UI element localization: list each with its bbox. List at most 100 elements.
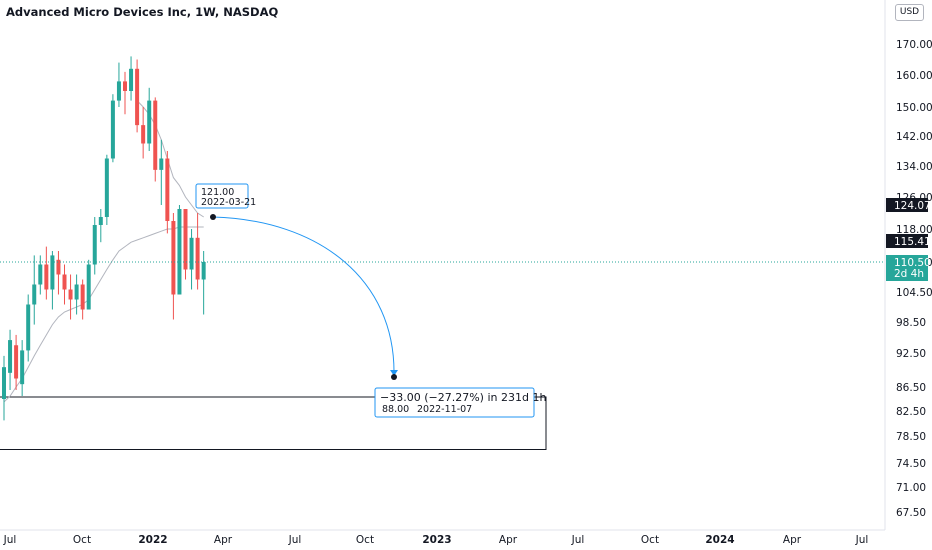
price-tag: 124.07 — [886, 198, 931, 212]
ma-long-line — [3, 226, 204, 403]
candle — [123, 71, 127, 115]
rectangle-shape — [0, 396, 547, 450]
candle — [153, 97, 158, 182]
time-tick-label: Apr — [783, 534, 802, 546]
start-date-text: 2022-03-21 — [201, 197, 256, 208]
candle-body — [92, 225, 97, 265]
last-price-tag-countdown: 2d 4h — [894, 268, 924, 280]
candle-body — [98, 217, 103, 225]
time-tick-label: Apr — [499, 534, 518, 546]
price-tick-label: 71.00 — [896, 482, 926, 494]
price-tag-bg — [886, 198, 928, 212]
candle-body — [183, 209, 188, 270]
candle-body — [201, 262, 206, 280]
time-tick-label: Jul — [855, 534, 869, 546]
candle-body — [50, 255, 55, 290]
candle-body — [44, 264, 49, 290]
price-tag: 115.41 — [886, 234, 931, 248]
candle — [147, 87, 152, 151]
candle — [110, 94, 115, 163]
candle — [171, 213, 176, 320]
price-tick-label: 67.50 — [896, 507, 926, 519]
end-price-text: 88.00 — [382, 404, 409, 415]
candle-body — [171, 221, 176, 295]
candle — [141, 107, 146, 159]
change-text: −33.00 (−27.27%) in 231d 1h — [380, 391, 546, 404]
candle — [32, 255, 37, 325]
last-price-tag-value: 110.50 — [894, 257, 931, 269]
price-tick-label: 118.00 — [896, 224, 932, 236]
candle — [92, 217, 97, 275]
chart-title: Advanced Micro Devices Inc, 1W, NASDAQ — [6, 5, 279, 19]
candle — [177, 205, 182, 295]
candle-body — [159, 158, 164, 170]
candle-body — [20, 350, 25, 385]
candle-body — [2, 367, 6, 399]
time-tick-label: Apr — [214, 534, 233, 546]
currency-button[interactable]: USD — [895, 4, 924, 21]
time-tick-label: Jul — [571, 534, 585, 546]
time-tick-label: Oct — [641, 534, 659, 546]
candle — [14, 334, 19, 390]
candle — [8, 329, 13, 390]
candle — [38, 255, 43, 295]
candle — [20, 340, 25, 396]
price-tick-label: 74.50 — [896, 458, 926, 470]
time-tick-label: 2023 — [422, 534, 451, 546]
candle — [44, 246, 49, 300]
candle — [2, 355, 6, 421]
arrow-head — [390, 370, 398, 376]
candle — [50, 251, 55, 310]
price-tick-label: 150.00 — [896, 102, 932, 114]
time-tick-label: 2024 — [705, 534, 734, 546]
candlestick-series — [2, 56, 206, 421]
rectangle-drawing[interactable] — [0, 396, 547, 450]
candle — [195, 213, 200, 290]
candle — [86, 259, 91, 310]
candle — [135, 59, 140, 133]
candle-body — [177, 209, 182, 295]
candle-body — [14, 345, 19, 379]
candle-body — [165, 158, 170, 221]
candle-body — [86, 264, 91, 310]
candle — [26, 294, 31, 362]
price-tick-label: 86.50 — [896, 382, 926, 394]
candle-body — [195, 237, 200, 280]
measurement-arrow[interactable] — [210, 214, 398, 380]
time-tick-label: 2022 — [138, 534, 167, 546]
arrow-end-dot — [391, 374, 397, 380]
time-tick-label: Oct — [356, 534, 374, 546]
price-tick-label: 142.00 — [896, 131, 932, 143]
candle — [74, 274, 79, 315]
candle — [68, 274, 73, 320]
time-axis[interactable]: Jul Oct 2022 Apr Jul Oct 2023 Apr Jul Oct 2024 Apr J… — [3, 534, 869, 546]
candle — [165, 151, 170, 234]
price-tag-value: 115.41 — [894, 236, 931, 248]
candle-body — [129, 68, 134, 91]
candle-body — [123, 81, 127, 91]
candle-body — [38, 264, 43, 285]
price-tick-label: 160.00 — [896, 70, 932, 82]
price-tick-label: 104.50 — [896, 287, 932, 299]
candle-body — [189, 237, 194, 270]
ma-short-line — [136, 100, 204, 218]
price-tick-label: 82.50 — [896, 406, 926, 418]
arrow-start-dot — [210, 214, 216, 220]
price-tick-label: 170.00 — [896, 39, 932, 51]
candle-body — [153, 100, 158, 170]
candle-body — [110, 100, 115, 159]
candle — [189, 229, 194, 290]
price-tick-label: 134.00 — [896, 161, 932, 173]
time-tick-label: Jul — [3, 534, 17, 546]
candle-body — [62, 274, 67, 290]
price-tag-bg — [886, 234, 928, 248]
price-tick-label: 92.50 — [896, 348, 926, 360]
candle — [116, 62, 121, 107]
candle — [56, 251, 61, 295]
candle — [62, 264, 67, 305]
